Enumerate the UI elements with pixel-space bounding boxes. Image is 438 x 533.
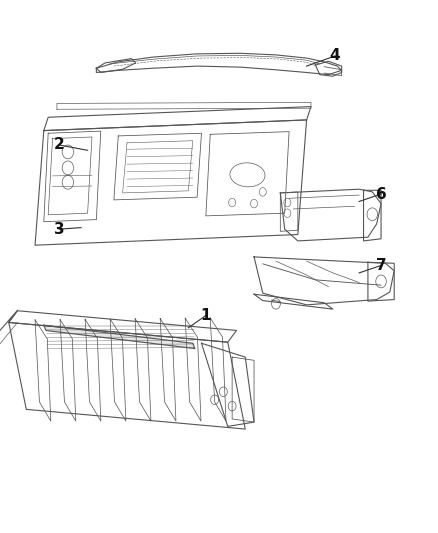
- Text: 6: 6: [376, 187, 386, 201]
- Text: 2: 2: [54, 138, 64, 152]
- Text: 1: 1: [201, 308, 211, 323]
- Polygon shape: [44, 325, 195, 349]
- Text: 3: 3: [54, 222, 64, 237]
- Text: 7: 7: [376, 258, 386, 273]
- Text: 4: 4: [330, 49, 340, 63]
